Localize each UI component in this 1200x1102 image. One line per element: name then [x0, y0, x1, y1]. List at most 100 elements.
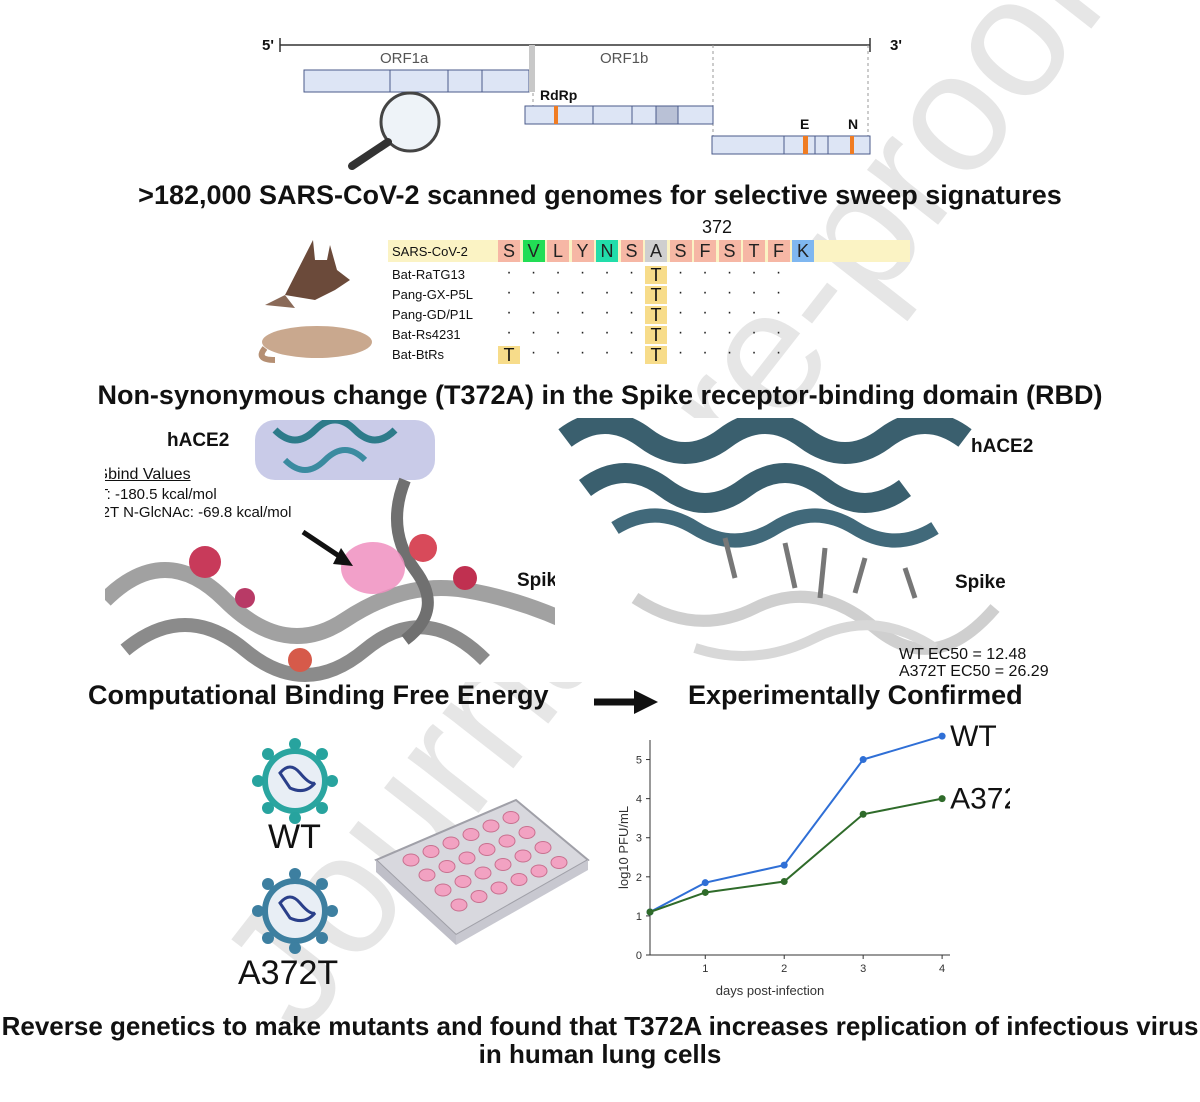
mutation-cell: T — [645, 346, 667, 364]
plate-well — [518, 826, 536, 839]
sequence-name: Pang-GX-P5L — [392, 287, 473, 302]
rdrp-label: RdRp — [540, 87, 578, 103]
series-label: WT — [950, 720, 997, 753]
reference-residue: V — [522, 240, 545, 262]
sequence-name: Bat-RaTG13 — [392, 267, 465, 282]
y-axis-label: log10 PFU/mL — [616, 806, 631, 889]
series-label: A372T — [950, 783, 1010, 816]
conserved-dot: · — [555, 324, 561, 341]
conserved-dot: · — [506, 264, 512, 281]
right-hace2-label: hACE2 — [971, 436, 1034, 457]
mutation-cell: T — [645, 266, 667, 284]
mut-ec50: A372T EC50 = 26.29 — [899, 663, 1049, 680]
conserved-dot: · — [775, 304, 782, 321]
conserved-dot: · — [751, 284, 757, 301]
mutant-virus-icon — [252, 868, 338, 954]
mutation-cell: T — [645, 306, 667, 324]
reference-residue: T — [743, 240, 765, 262]
series-line — [649, 797, 943, 913]
conserved-dot: · — [579, 284, 586, 301]
conserved-dot: · — [628, 284, 635, 301]
reference-residue: S — [620, 240, 643, 262]
conserved-dot: · — [628, 344, 635, 361]
plate-well — [458, 851, 476, 865]
mutation-cell: T — [498, 346, 520, 364]
plate-well — [510, 873, 528, 886]
conserved-dot: · — [555, 284, 561, 301]
dg-mut-value: 372T N-GlcNAc: -69.8 kcal/mol — [105, 504, 292, 521]
plate-well — [494, 858, 512, 871]
n-gene-label: N — [848, 116, 859, 132]
series-point — [938, 732, 946, 740]
series-point — [701, 879, 709, 887]
dg-wt-value: WT: -180.5 kcal/mol — [105, 486, 217, 503]
conserved-dot: · — [555, 264, 561, 281]
conserved-dot: · — [506, 304, 512, 321]
x-axis-label: days post-infection — [716, 983, 824, 998]
conserved-dot: · — [604, 344, 610, 361]
y-tick-label: 2 — [636, 872, 642, 884]
conserved-dot: · — [555, 344, 561, 361]
conserved-dot: · — [751, 344, 757, 361]
conserved-dot: · — [604, 284, 610, 301]
reference-residue: A — [645, 240, 667, 262]
plate-well — [490, 881, 508, 895]
reference-name: SARS-CoV-2 — [392, 244, 468, 259]
conserved-dot: · — [775, 264, 782, 281]
reference-residue: S — [718, 240, 741, 262]
conserved-dot: · — [530, 284, 537, 301]
plate-well — [422, 845, 440, 858]
three-prime-label: 3' — [890, 37, 902, 54]
conserved-dot: · — [726, 264, 733, 281]
y-tick-label: 4 — [636, 794, 642, 806]
conserved-dot: · — [751, 264, 757, 281]
plate-well — [482, 819, 500, 833]
structural-genes-box — [711, 135, 871, 155]
series-point — [780, 878, 788, 886]
mutation-cell: T — [645, 286, 667, 304]
conserved-dot: · — [530, 324, 537, 341]
conserved-dot: · — [775, 344, 782, 361]
y-tick-label: 3 — [636, 833, 642, 845]
conserved-dot: · — [702, 344, 708, 361]
conserved-dot: · — [628, 324, 635, 341]
conserved-dot: · — [579, 264, 586, 281]
mutation-cell: T — [645, 326, 667, 344]
bat-icon — [265, 240, 350, 308]
nonsyn-heading: Non-synonymous change (T372A) in the Spi… — [97, 380, 1103, 410]
mutant-virus-label: A372T — [238, 954, 339, 992]
left-structure-render — [105, 420, 625, 682]
orf1b-box — [524, 105, 714, 125]
plate-well — [434, 883, 452, 897]
conserved-dot: · — [604, 324, 610, 341]
plate-well — [478, 843, 496, 856]
arrow-right-icon — [594, 690, 658, 714]
conserved-dot: · — [726, 344, 733, 361]
conserved-dot: · — [726, 324, 733, 341]
conserved-dot: · — [628, 264, 635, 281]
conserved-dot: · — [775, 324, 782, 341]
orf1a-label: ORF1a — [380, 50, 429, 67]
conserved-dot: · — [702, 324, 708, 341]
conserved-dot: · — [604, 304, 610, 321]
plate-well — [442, 836, 460, 850]
computational-heading: Computational Binding Free Energy — [88, 680, 549, 710]
animals-illustration — [258, 240, 372, 363]
x-tick-label: 3 — [860, 963, 866, 975]
conserved-dot: · — [726, 304, 733, 321]
conserved-dot: · — [702, 304, 708, 321]
reference-residue: F — [767, 240, 790, 262]
conserved-dot: · — [628, 304, 635, 321]
genome-svg — [279, 38, 871, 170]
wt-ec50: WT EC50 = 12.48 — [899, 646, 1027, 663]
well-plate-icon — [374, 798, 590, 945]
series-point — [859, 810, 867, 818]
plate-well — [438, 860, 456, 873]
series-line — [649, 735, 943, 913]
conserved-dot: · — [775, 284, 782, 301]
right-structure-render — [555, 418, 1095, 680]
conserved-dot: · — [530, 304, 537, 321]
plate-well — [450, 898, 468, 912]
reverse-genetics-heading: Reverse genetics to make mutants and fou… — [1, 1011, 1199, 1069]
reference-residue: S — [669, 240, 692, 262]
